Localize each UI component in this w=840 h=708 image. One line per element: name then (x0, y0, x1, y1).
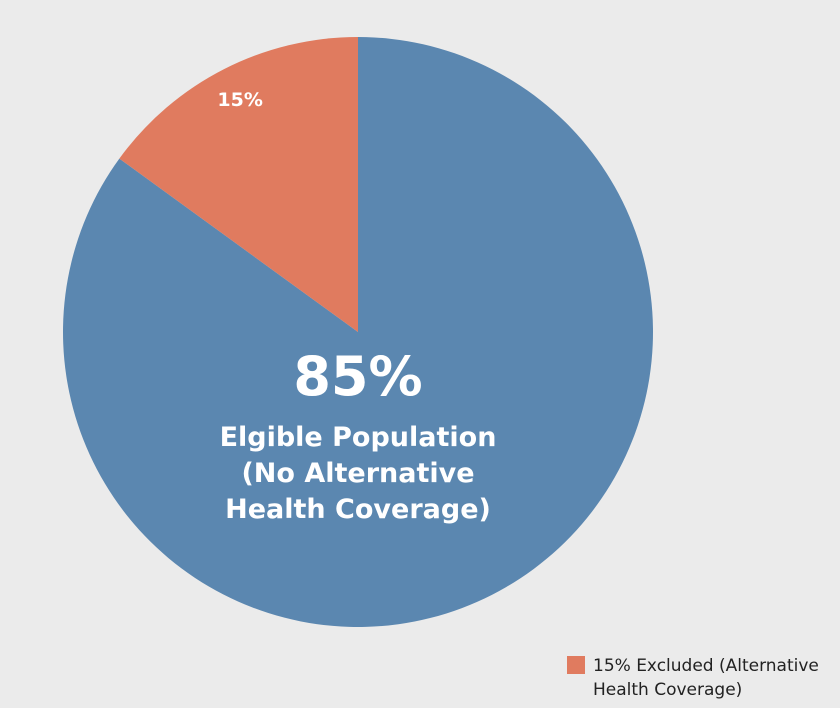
legend-item: 15% Excluded (Alternative Health Coverag… (567, 654, 837, 702)
main-category-label: Elgible Population (No Alternative Healt… (219, 422, 497, 525)
pie-slice (62, 37, 654, 627)
legend-swatch (567, 656, 585, 674)
legend-label: 15% Excluded (Alternative Health Coverag… (593, 656, 819, 700)
pie-slice (119, 36, 358, 332)
main-value-label: 85% (293, 345, 423, 408)
slice-label: 15% (217, 89, 262, 111)
